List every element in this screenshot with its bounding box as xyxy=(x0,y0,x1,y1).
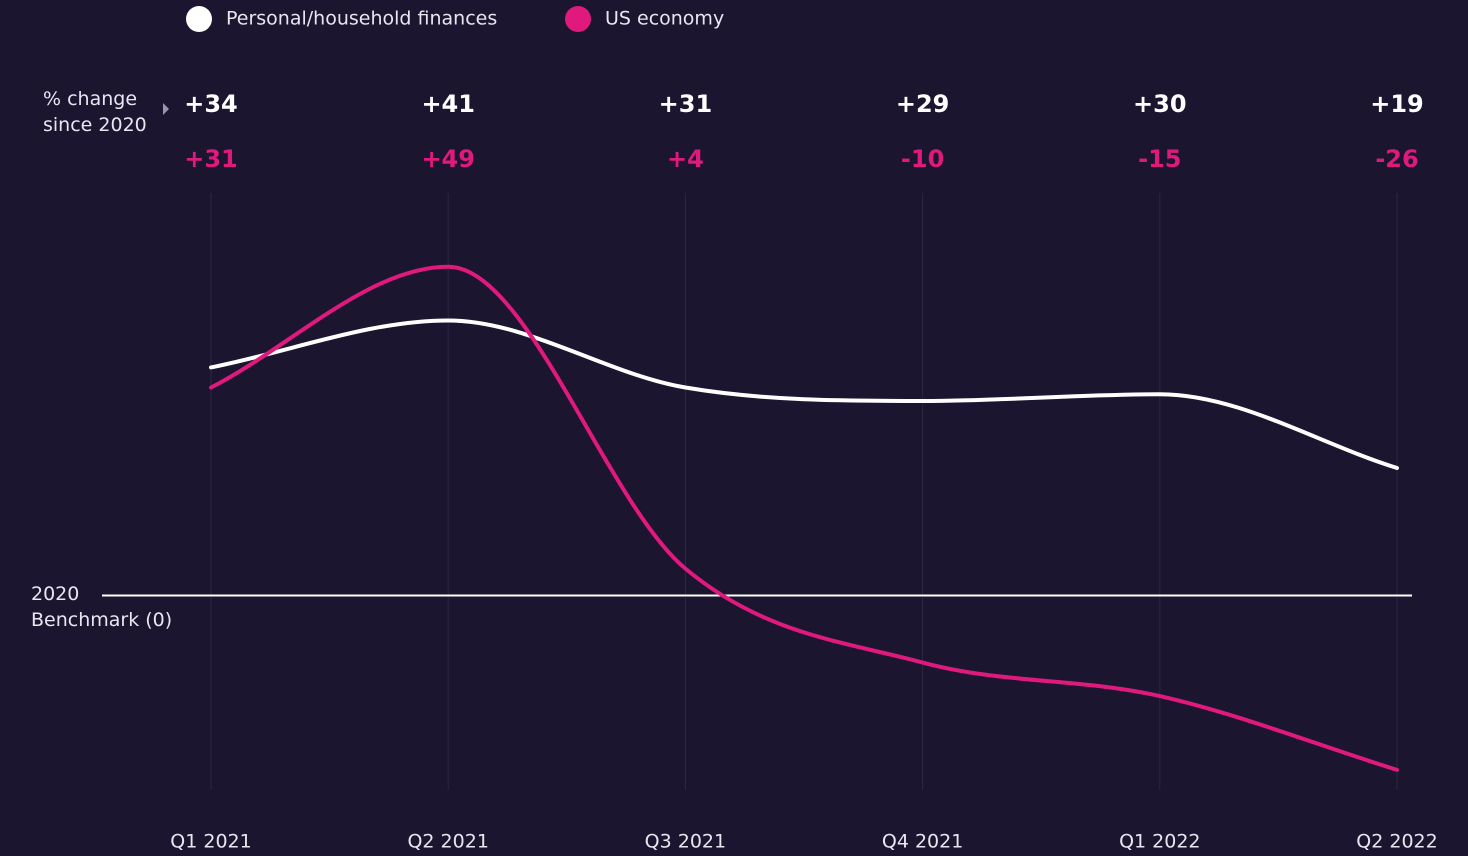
value-label: +34 xyxy=(184,90,238,118)
legend-swatch xyxy=(186,6,212,32)
value-label: +19 xyxy=(1370,90,1424,118)
header-arrow xyxy=(163,103,169,115)
value-label: +31 xyxy=(184,145,238,173)
x-tick-label: Q4 2021 xyxy=(882,831,963,853)
legend-label: US economy xyxy=(605,8,724,30)
benchmark-label: 2020 Benchmark (0) xyxy=(31,583,173,632)
value-label: +31 xyxy=(659,90,713,118)
x-tick-label: Q2 2021 xyxy=(407,831,488,853)
series-line xyxy=(209,264,1399,772)
value-label: +29 xyxy=(896,90,950,118)
value-label: +49 xyxy=(421,145,475,173)
x-tick-label: Q1 2022 xyxy=(1119,831,1200,853)
value-label: -26 xyxy=(1375,145,1418,173)
header-label: % change since 2020 xyxy=(43,88,147,136)
value-label: +30 xyxy=(1133,90,1187,118)
legend-label: Personal/household finances xyxy=(226,8,497,30)
series-line xyxy=(209,318,1399,471)
legend-swatch xyxy=(565,6,591,32)
x-tick-label: Q3 2021 xyxy=(645,831,726,853)
value-label: +41 xyxy=(421,90,475,118)
x-tick-label: Q1 2021 xyxy=(170,831,251,853)
value-label: -15 xyxy=(1138,145,1181,173)
x-tick-label: Q2 2022 xyxy=(1356,831,1437,853)
value-label: +4 xyxy=(667,145,704,173)
value-label: -10 xyxy=(901,145,944,173)
